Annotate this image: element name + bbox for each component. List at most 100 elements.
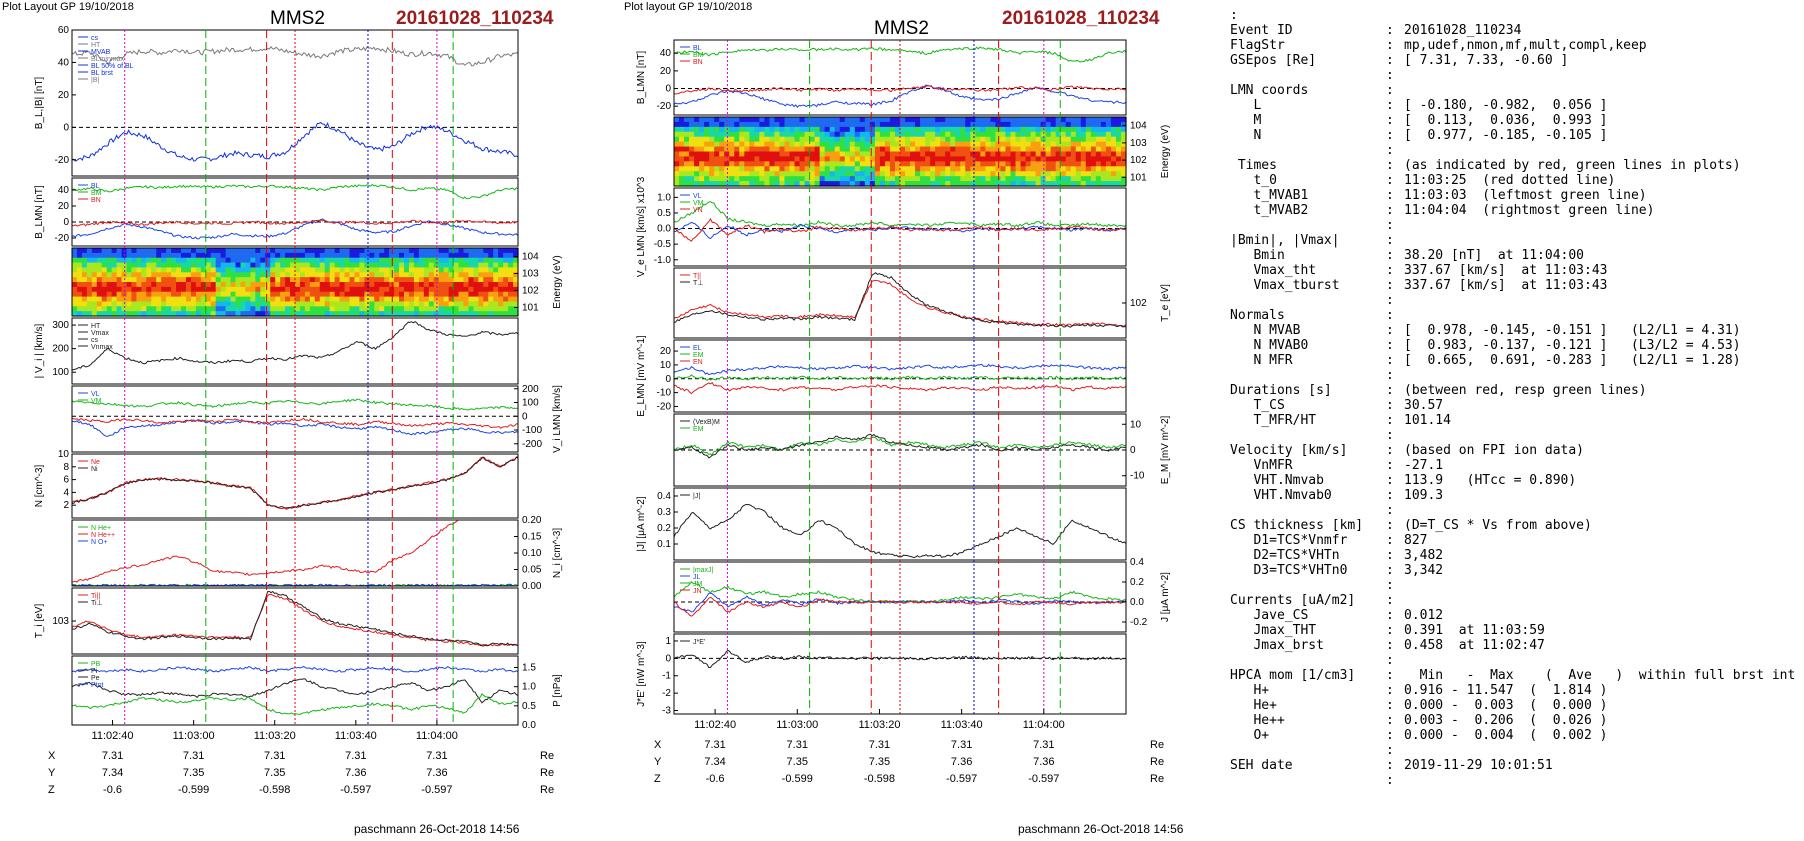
info-separator: : (1386, 713, 1394, 728)
right-espec-cell (1075, 136, 1082, 143)
left-ispec-cell (354, 301, 361, 307)
right-espec-cell (970, 156, 976, 162)
right-espec-cell (1080, 117, 1087, 123)
left-ispec-cell (260, 257, 266, 264)
left-ispec-cell (255, 291, 261, 298)
left-ispec-cell (156, 267, 162, 273)
right-espec-cell (980, 151, 986, 158)
left-ispec-cell (314, 282, 321, 288)
right-espec-cell (950, 181, 956, 187)
right-espec-cell (689, 126, 695, 133)
left-ispec-cell (443, 296, 450, 303)
right-espec-cell (915, 141, 921, 148)
info-value: (as indicated by red, green lines in plo… (1404, 158, 1741, 173)
right-espec-cell (905, 156, 911, 162)
left-ispec-cell (205, 306, 212, 312)
left-ni-ytick-label: 0.15 (522, 532, 542, 543)
right-espec-cell (1115, 181, 1122, 187)
right-espec-cell (699, 146, 705, 153)
right-xtick-label: 11:03:20 (858, 719, 900, 731)
left-ispec-cell (126, 252, 133, 259)
right-espec-cell (879, 117, 886, 123)
right-espec-cell (965, 181, 971, 187)
right-espec-cell (985, 166, 991, 172)
right-espec-cell (854, 171, 861, 177)
left-ispec-cell (295, 296, 301, 303)
right-te-series-t (673, 279, 1127, 327)
right-espec-cell (1000, 151, 1007, 158)
left-ispec-cell (285, 291, 291, 298)
left-ispec-cell (76, 296, 83, 303)
right-espec-cell (1070, 181, 1077, 187)
right-espec-cell (1015, 181, 1022, 187)
left-ispec-cell (493, 291, 499, 298)
right-espec-cell (1005, 151, 1012, 158)
right-espec-cell (739, 161, 745, 167)
right-coord-value: -0.599 (782, 773, 813, 785)
left-ispec-cell (478, 248, 484, 254)
left-ispec-cell (468, 262, 474, 269)
left-ispec-cell (181, 252, 187, 259)
left-ispec-cell (488, 282, 494, 288)
right-espec-cell (1005, 181, 1012, 187)
left-ispec-cell (488, 306, 494, 312)
left-ispec-cell (181, 306, 187, 312)
left-ispec-cell (468, 272, 474, 278)
left-ispec-cell (265, 306, 271, 312)
right-blmn-ytick-label: 0 (665, 84, 671, 95)
left-coord-label: Y (48, 767, 56, 779)
left-ispec-cell (91, 282, 98, 288)
left-ispec-cell (309, 252, 316, 259)
left-ispec-cell (280, 282, 286, 288)
right-espec-cell (834, 121, 841, 128)
left-ispec-cell (498, 262, 504, 269)
right-e-ytick-label: -10 (657, 388, 672, 399)
right-espec-cell (824, 151, 831, 158)
right-espec-cell (674, 117, 680, 123)
left-ispec-cell (166, 262, 172, 269)
right-espec-cell (819, 126, 826, 133)
left-ispec-cell (72, 291, 78, 298)
left-ispec-cell (304, 262, 311, 269)
right-espec-cell (920, 136, 926, 143)
left-ispec-cell (210, 286, 217, 293)
right-espec-cell (940, 146, 946, 153)
left-xtick-label: 11:04:00 (416, 730, 458, 742)
left-ispec-cell (379, 301, 385, 307)
right-espec-cell (930, 166, 936, 172)
right-espec-cell (824, 121, 831, 128)
right-espec-cell (910, 176, 916, 182)
right-espec-cell (744, 121, 750, 128)
right-espec-cell (709, 121, 715, 128)
right-espec-cell (794, 121, 801, 128)
right-espec-cell (985, 117, 991, 123)
left-ispec-cell (240, 248, 247, 254)
left-ispec-cell (408, 311, 415, 317)
left-ispec-cell (329, 296, 336, 303)
left-ispec-cell (433, 306, 440, 312)
right-espec-cell (724, 131, 730, 138)
right-espec-cell (734, 176, 740, 182)
right-espec-cell (1025, 151, 1032, 158)
left-ispec-cell (379, 272, 385, 278)
right-espec-cell (930, 131, 936, 138)
left-n-ytick-label: 4 (63, 487, 69, 498)
info-value: [ -0.180, -0.982, 0.056 ] (1404, 98, 1608, 113)
left-ispec-cell (319, 301, 326, 307)
left-ispec-cell (215, 277, 222, 283)
left-ispec-cell (493, 296, 499, 303)
right-espec-cell (935, 161, 941, 167)
left-ispec-cell (190, 262, 197, 269)
left-ispec-cell (314, 267, 321, 273)
left-ni-legend-label: N O+ (91, 539, 108, 546)
info-value: 3,342 (1404, 563, 1444, 578)
left-ispec-cell (285, 311, 291, 317)
right-espec-cell (1055, 121, 1062, 128)
right-espec-cell (864, 181, 871, 187)
left-ispec-cell (369, 282, 375, 288)
left-ispec-cell (498, 306, 504, 312)
info-line: N MVAB:[ 0.978, -0.145, -0.151 ] (L2/L1 … (1230, 323, 1800, 338)
left-ispec-cell (324, 252, 331, 259)
